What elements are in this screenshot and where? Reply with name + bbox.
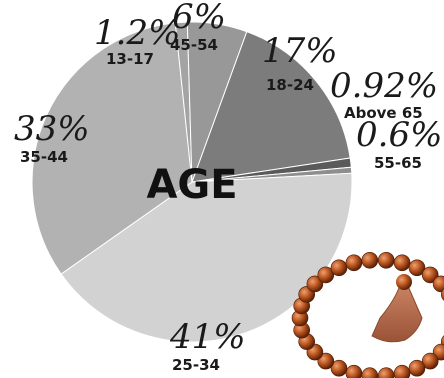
label-pct-55-65: 0.6% (356, 115, 442, 155)
chart-title: AGE (146, 162, 237, 208)
pie-slices (31, 21, 353, 343)
label-pct-35-44: 33% (14, 109, 90, 149)
label-cat-18-24: 18-24 (266, 76, 314, 94)
bead-icon (421, 352, 439, 370)
bead-icon (441, 288, 444, 301)
label-cat-35-44: 35-44 (20, 148, 68, 166)
bead-icon (393, 254, 411, 272)
bead-icon (345, 364, 363, 378)
bead-icon (408, 359, 426, 377)
bead-icon (317, 266, 335, 284)
label-pct-18-24: 17% (262, 31, 338, 71)
label-cat-55-65: 55-65 (374, 154, 422, 172)
pie-slice-45-54 (186, 21, 248, 183)
pie-slice-35-44 (31, 22, 193, 275)
bead-icon (408, 259, 426, 277)
pie-slice-18-24 (191, 31, 351, 183)
bead-icon (377, 251, 395, 269)
bead-icon (317, 352, 335, 370)
label-pct-25-34: 41% (169, 317, 246, 357)
bead-icon (393, 364, 411, 378)
bead-icon (345, 254, 363, 272)
bead-icon (421, 266, 439, 284)
bead-icon (432, 275, 444, 293)
bead-icon (377, 367, 395, 378)
prayer-beads-image (291, 251, 444, 378)
label-cat-above-65: Above 65 (344, 104, 423, 122)
label-cat-45-54: 45-54 (170, 36, 218, 54)
bead-icon (361, 251, 379, 269)
label-cat-13-17: 13-17 (106, 50, 154, 68)
label-pct-above-65: 0.92% (330, 66, 438, 106)
pie-slice-25-34 (60, 172, 353, 343)
bead-icon (361, 367, 379, 378)
bead-icon (330, 259, 348, 277)
label-pct-13-17: 1.2% (94, 13, 180, 53)
bead-icon (330, 359, 348, 377)
slice-labels: 17% 18-24 0.92% Above 65 0.6% 55-65 41% … (14, 0, 442, 374)
label-cat-25-34: 25-34 (172, 356, 220, 374)
label-pct-45-54: 6% (172, 0, 226, 37)
bead-icon (306, 275, 324, 293)
